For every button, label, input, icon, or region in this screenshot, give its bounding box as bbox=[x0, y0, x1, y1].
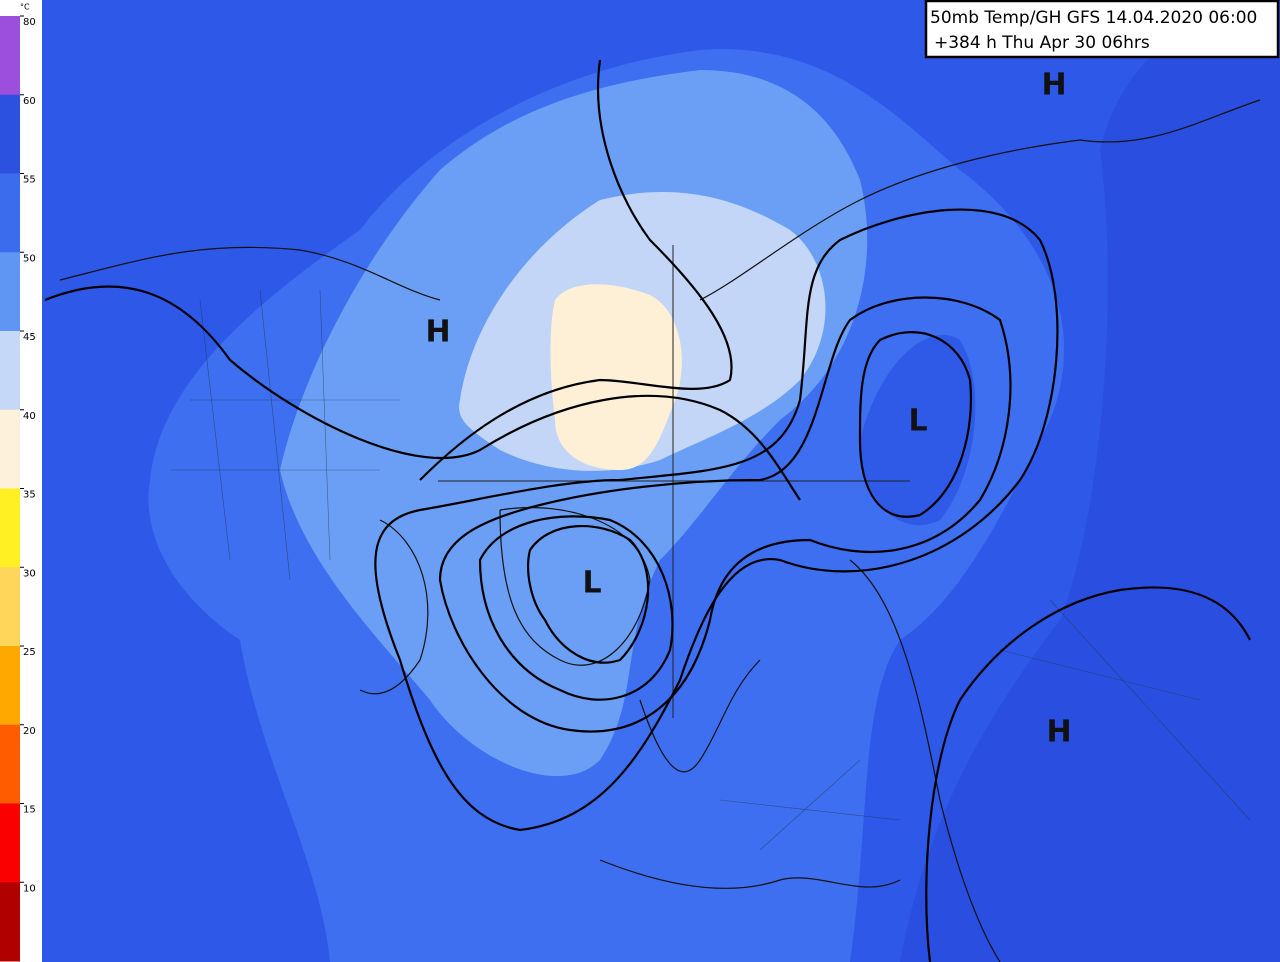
legend-label: 45 bbox=[23, 332, 36, 343]
pressure-center-label: L bbox=[908, 404, 927, 439]
pressure-center-label: L bbox=[582, 566, 601, 601]
contour bbox=[527, 525, 650, 664]
contour bbox=[374, 208, 1059, 832]
legend-swatch bbox=[0, 16, 20, 96]
legend-label: 35 bbox=[23, 490, 36, 501]
border-lines bbox=[170, 289, 1251, 851]
legend-swatch bbox=[0, 567, 20, 647]
legend-label: 30 bbox=[23, 568, 36, 579]
contour bbox=[44, 285, 801, 501]
legend-unit: °C bbox=[20, 3, 30, 12]
contour bbox=[419, 59, 733, 481]
legend-label: 60 bbox=[23, 96, 36, 107]
legend-label: 25 bbox=[23, 647, 36, 658]
legend-label: 10 bbox=[23, 883, 36, 894]
pressure-center-label: H bbox=[425, 315, 450, 350]
pressure-centers: H H L L H bbox=[425, 68, 1071, 750]
contour bbox=[925, 586, 1251, 962]
legend-swatch bbox=[0, 724, 20, 804]
legend-label: 55 bbox=[23, 175, 36, 186]
title-line: 50mb Temp/GH GFS 14.04.2020 06:00 bbox=[930, 8, 1257, 28]
field-cold-core bbox=[860, 334, 976, 526]
legend-swatch bbox=[0, 173, 20, 253]
legend-swatch bbox=[0, 409, 20, 489]
legend-label: 50 bbox=[23, 253, 36, 264]
legend-swatch bbox=[0, 252, 20, 332]
legend-label: 80 bbox=[23, 17, 36, 28]
legend-swatch bbox=[0, 882, 20, 962]
legend-swatch bbox=[0, 488, 20, 568]
legend: °C 80 60 55 50 45 40 35 30 25 20 15 10 bbox=[0, 3, 36, 962]
legend-label: 20 bbox=[23, 726, 36, 737]
field-warm bbox=[550, 284, 682, 470]
coastline bbox=[59, 99, 1261, 962]
legend-label: 15 bbox=[23, 805, 36, 816]
legend-swatch bbox=[0, 94, 20, 174]
field-deep bbox=[900, 0, 1280, 962]
legend-swatch bbox=[0, 803, 20, 883]
subtitle-line: +384 h Thu Apr 30 06hrs bbox=[934, 33, 1150, 53]
contour bbox=[478, 515, 674, 701]
title-box bbox=[924, 0, 1280, 59]
legend-swatch bbox=[0, 646, 20, 726]
contour bbox=[438, 296, 1012, 733]
pressure-center-label: H bbox=[1041, 68, 1066, 103]
pressure-center-label: H bbox=[1046, 715, 1071, 750]
legend-label: 40 bbox=[23, 411, 36, 422]
legend-swatch bbox=[0, 331, 20, 411]
contour bbox=[858, 331, 972, 518]
